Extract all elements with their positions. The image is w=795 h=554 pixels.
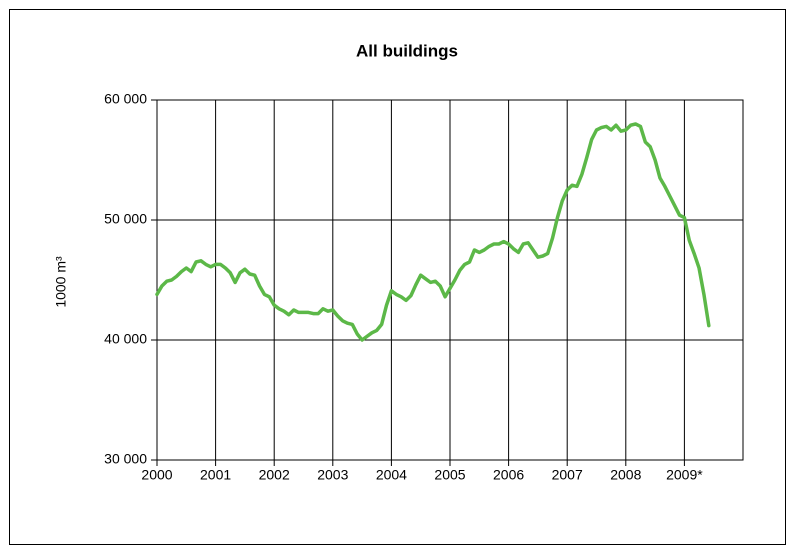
y-tick-label: 60 000: [104, 91, 147, 107]
y-tick-label: 40 000: [104, 331, 147, 347]
x-tick-label: 2006: [493, 467, 524, 483]
x-tick-label: 2000: [141, 467, 172, 483]
x-tick-label: 2001: [200, 467, 231, 483]
x-tick-label: 2003: [317, 467, 348, 483]
x-tick-label: 2002: [259, 467, 290, 483]
x-tick-label: 2007: [552, 467, 583, 483]
x-tick-label: 2009*: [666, 467, 703, 483]
x-tick-label: 2008: [610, 467, 641, 483]
y-axis-label: 1000 m³: [53, 256, 69, 308]
chart-title: All buildings: [356, 41, 458, 60]
x-tick-label: 2005: [434, 467, 465, 483]
y-tick-label: 50 000: [104, 211, 147, 227]
y-tick-label: 30 000: [104, 451, 147, 467]
data-line: [155, 122, 711, 342]
x-tick-label: 2004: [376, 467, 407, 483]
